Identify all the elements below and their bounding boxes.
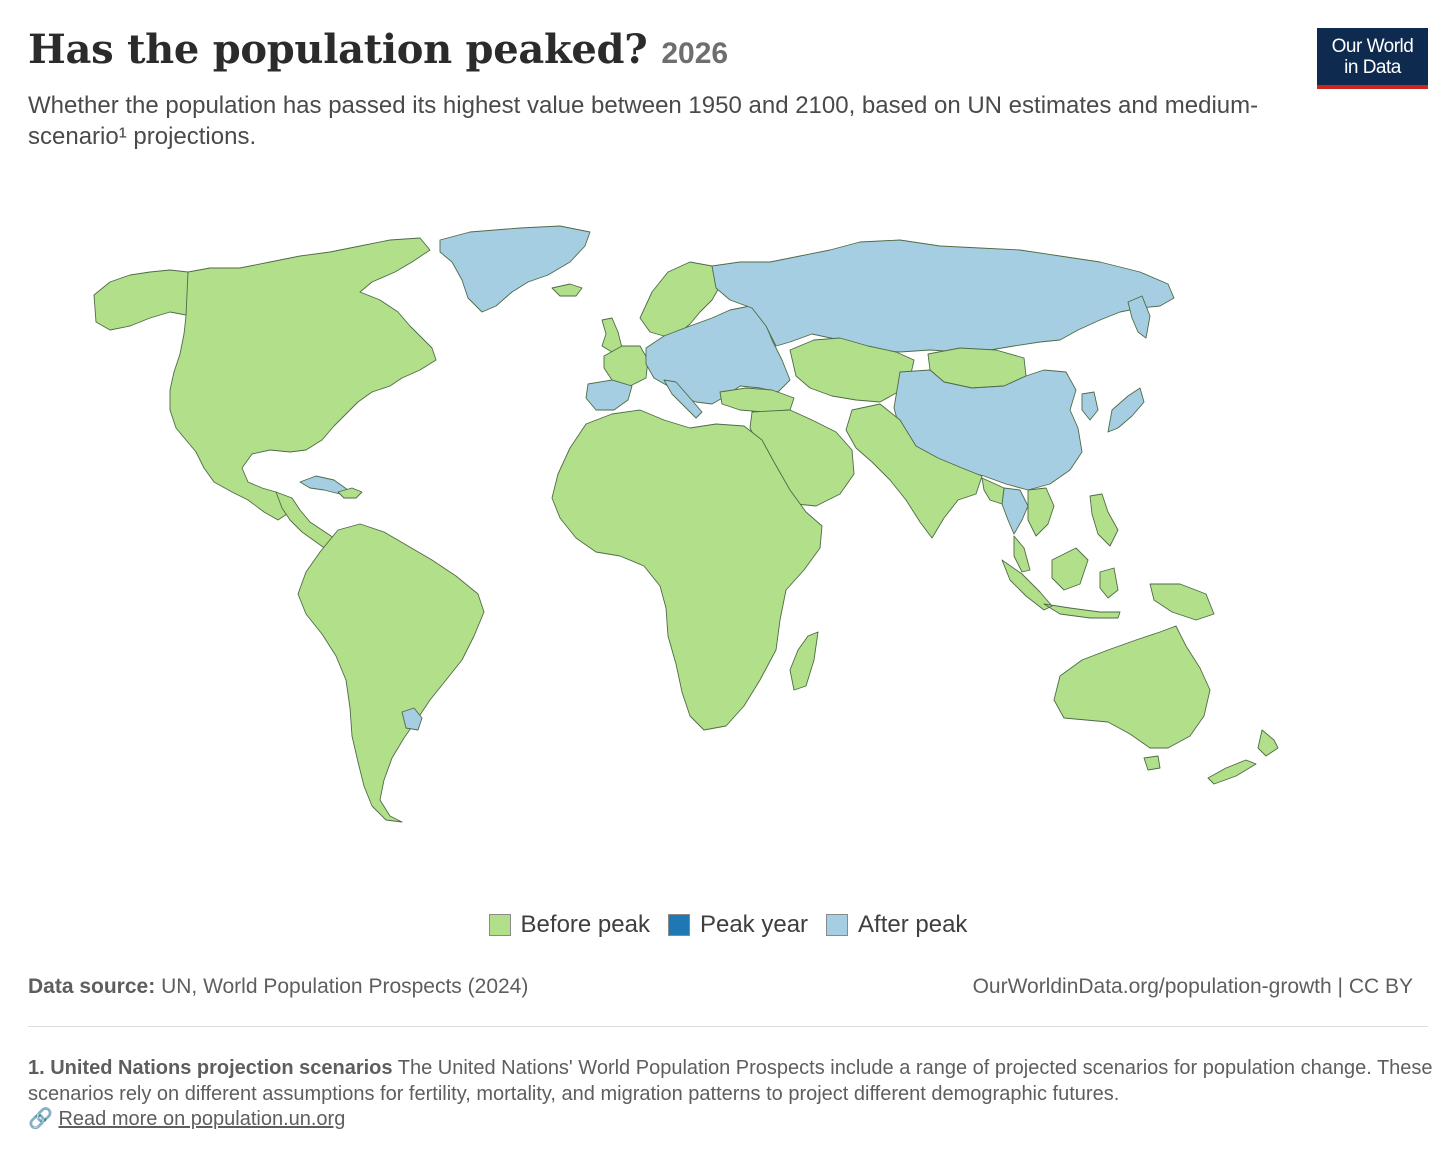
- legend-item-peak-year[interactable]: Peak year: [667, 911, 809, 939]
- page-title: Has the population peaked?: [28, 26, 648, 73]
- owid-logo[interactable]: Our World in Data: [1317, 28, 1428, 89]
- region-turkey[interactable]: [719, 387, 795, 413]
- region-southeast-asia[interactable]: [981, 477, 1055, 573]
- read-more-link[interactable]: Read more on population.un.org: [58, 1108, 346, 1130]
- legend-item-after-peak[interactable]: After peak: [826, 911, 967, 939]
- region-uruguay[interactable]: [401, 707, 423, 731]
- region-uk[interactable]: [601, 317, 623, 353]
- logo-line-2: in Data: [1344, 57, 1401, 78]
- region-south-asia[interactable]: [845, 403, 983, 539]
- source-url[interactable]: OurWorldinData.org/population-growth | C…: [972, 975, 1413, 998]
- subtitle: Whether the population has passed its hi…: [28, 92, 1259, 150]
- region-alaska[interactable]: [93, 269, 191, 331]
- region-philippines[interactable]: [1089, 493, 1119, 547]
- region-korea[interactable]: [1081, 391, 1099, 421]
- region-north-america[interactable]: [169, 237, 437, 521]
- region-indonesia[interactable]: [1001, 547, 1121, 619]
- region-thailand[interactable]: [1001, 487, 1029, 535]
- legend-swatch-peak-year: [667, 914, 690, 936]
- world-map-svg[interactable]: [0, 200, 1456, 860]
- legend-label-before-peak: Before peak: [520, 911, 650, 938]
- region-russia[interactable]: [711, 239, 1175, 353]
- region-japan[interactable]: [1107, 387, 1145, 433]
- read-more-row: 🔗 Read more on population.un.org: [28, 1106, 345, 1131]
- footnote-text: The United Nations' World Population Pro…: [28, 1057, 1433, 1105]
- year-label: 2026: [661, 37, 729, 70]
- data-source-label: Data source:: [28, 975, 156, 998]
- region-south-america[interactable]: [297, 523, 485, 823]
- region-madagascar[interactable]: [789, 631, 819, 691]
- footnote: 1. United Nations projection scenarios T…: [28, 1055, 1438, 1107]
- region-iberia[interactable]: [585, 379, 633, 411]
- region-france[interactable]: [603, 345, 649, 387]
- legend: Before peak Peak year After peak: [0, 911, 1456, 939]
- legend-label-after-peak: After peak: [858, 911, 968, 938]
- world-map[interactable]: [0, 200, 1456, 860]
- region-tasmania[interactable]: [1143, 755, 1161, 771]
- legend-swatch-after-peak: [826, 914, 849, 936]
- footnote-title: 1. United Nations projection scenarios: [28, 1057, 393, 1079]
- region-new-zealand[interactable]: [1207, 729, 1279, 785]
- region-hispaniola[interactable]: [337, 487, 363, 499]
- region-greenland[interactable]: [439, 225, 591, 313]
- region-africa[interactable]: [551, 409, 823, 731]
- data-source: Data source: UN, World Population Prospe…: [28, 975, 528, 999]
- title-row: Has the population peaked? 2026: [28, 26, 728, 73]
- legend-swatch-before-peak: [488, 914, 511, 936]
- legend-item-before-peak[interactable]: Before peak: [488, 911, 650, 939]
- legend-label-peak-year: Peak year: [699, 911, 809, 938]
- data-source-text: UN, World Population Prospects (2024): [161, 975, 529, 998]
- region-italy[interactable]: [663, 379, 703, 419]
- source-row: Data source: UN, World Population Prospe…: [28, 975, 1413, 999]
- logo-line-1: Our World: [1331, 36, 1414, 57]
- link-icon: 🔗: [28, 1108, 53, 1130]
- divider: [28, 1026, 1428, 1027]
- region-iceland[interactable]: [551, 283, 583, 297]
- region-australia[interactable]: [1053, 625, 1211, 749]
- region-kamchatka[interactable]: [1127, 295, 1151, 339]
- region-png[interactable]: [1149, 583, 1215, 621]
